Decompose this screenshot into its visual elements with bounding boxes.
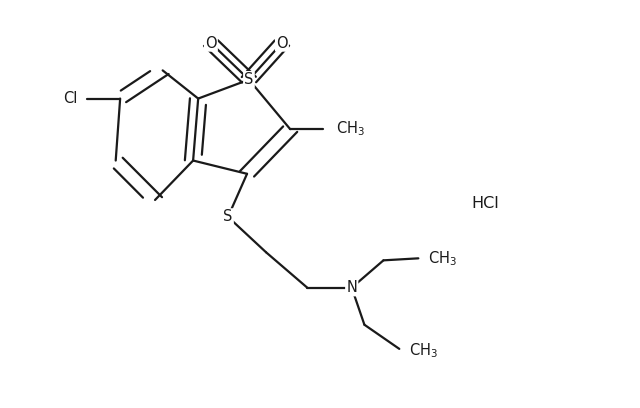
Text: HCl: HCl xyxy=(471,197,499,211)
Text: CH$_3$: CH$_3$ xyxy=(336,120,365,138)
Text: CH$_3$: CH$_3$ xyxy=(409,341,438,360)
Text: S: S xyxy=(244,72,253,87)
Text: O: O xyxy=(276,35,288,51)
Text: Cl: Cl xyxy=(63,91,78,106)
Text: CH$_3$: CH$_3$ xyxy=(428,249,457,268)
Text: N: N xyxy=(346,280,357,295)
Text: O: O xyxy=(205,35,217,51)
Text: S: S xyxy=(223,209,233,224)
